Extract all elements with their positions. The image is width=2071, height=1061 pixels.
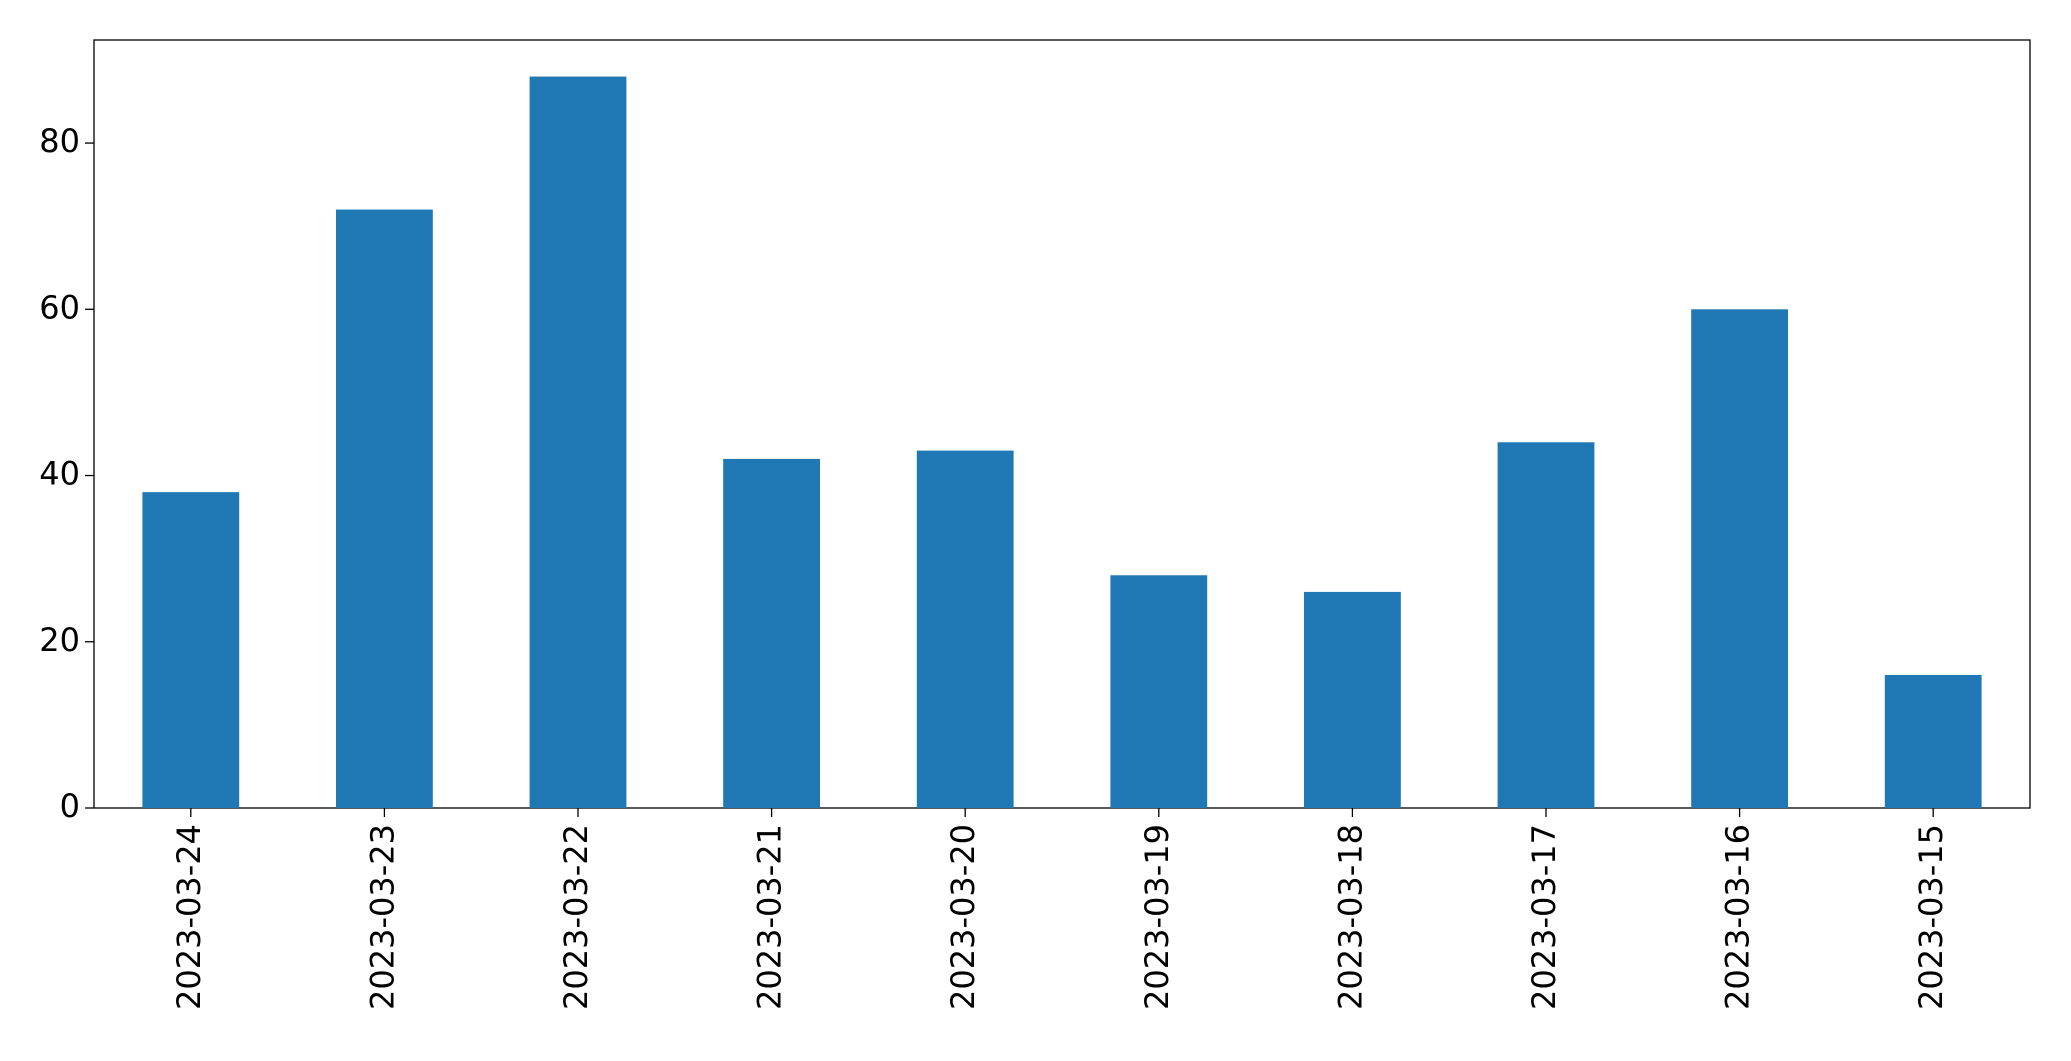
- x-tick-label: 2023-03-19: [1138, 824, 1176, 1010]
- bar: [916, 450, 1014, 808]
- y-tick-label: 60: [39, 288, 80, 326]
- x-tick-label: 2023-03-17: [1525, 824, 1563, 1010]
- x-tick-label: 2023-03-24: [170, 824, 208, 1010]
- y-tick-label: 0: [60, 787, 80, 825]
- plot-frame: [93, 39, 2031, 809]
- x-tick-label: 2023-03-20: [944, 824, 982, 1010]
- bar: [529, 76, 627, 809]
- bar: [1304, 591, 1401, 808]
- bar: [336, 209, 433, 808]
- bar: [1497, 442, 1595, 808]
- x-tick-label: 2023-03-16: [1719, 824, 1757, 1010]
- x-tick-label: 2023-03-18: [1331, 824, 1369, 1010]
- y-tick-label: 40: [39, 455, 80, 493]
- bar: [1884, 675, 1982, 808]
- y-tick-label: 80: [39, 122, 80, 160]
- x-tick-label: 2023-03-23: [363, 824, 401, 1010]
- x-tick-label: 2023-03-22: [557, 824, 595, 1010]
- bar: [723, 458, 820, 808]
- bar: [1691, 309, 1788, 808]
- x-tick-label: 2023-03-21: [751, 824, 789, 1010]
- y-tick-label: 20: [39, 621, 80, 659]
- bar: [142, 492, 240, 808]
- x-tick-label: 2023-03-15: [1912, 824, 1950, 1010]
- bar: [1110, 575, 1208, 808]
